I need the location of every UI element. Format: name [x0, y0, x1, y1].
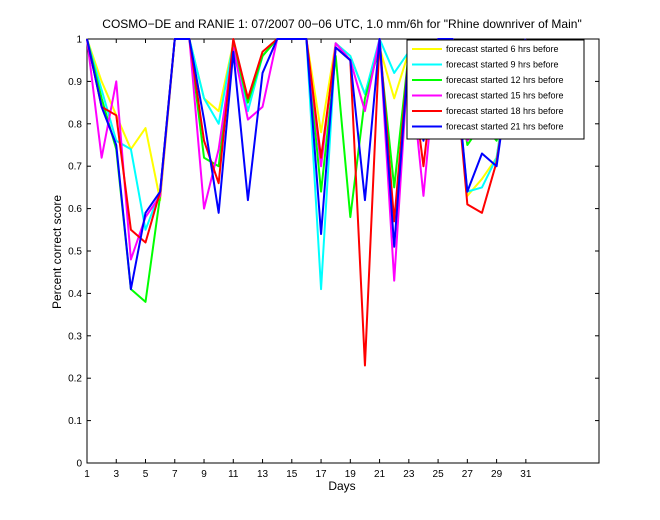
y-tick-label: 0.6 — [68, 204, 82, 215]
x-tick-label: 9 — [201, 469, 207, 480]
y-tick-label: 1 — [76, 35, 82, 46]
y-tick-label: 0.7 — [68, 162, 82, 173]
x-tick-label: 25 — [433, 469, 445, 480]
x-tick-label: 11 — [228, 469, 239, 480]
legend-label: forecast started 15 hrs before — [446, 91, 564, 101]
plot-area: 1 3 5 7 9 11 13 15 17 19 21 23 25 27 29 3100.10.20.30.4… — [68, 35, 600, 480]
x-tick-label: 3 — [113, 469, 119, 480]
legend-box — [406, 39, 585, 140]
y-tick-label: 0.9 — [68, 77, 82, 88]
legend-label: forecast started 21 hrs before — [446, 122, 564, 132]
legend-label: forecast started 18 hrs before — [446, 106, 564, 116]
x-tick-label: 7 — [172, 469, 178, 480]
y-tick-label: 0.4 — [68, 289, 82, 300]
y-tick-label: 0 — [76, 459, 82, 470]
x-tick-label: 23 — [403, 469, 415, 480]
legend-label: forecast started 6 hrs before — [446, 44, 559, 54]
legend-label: forecast started 12 hrs before — [446, 75, 564, 85]
legend-label: forecast started 9 hrs before — [446, 60, 559, 70]
x-tick-label: 15 — [286, 469, 298, 480]
series-line-6 — [86, 38, 527, 291]
y-tick-label: 0.3 — [68, 331, 82, 342]
x-tick-label: 5 — [143, 469, 149, 480]
y-tick-label: 0.5 — [68, 247, 82, 258]
x-tick-label: 21 — [374, 469, 386, 480]
x-axis-label: Days — [328, 479, 355, 493]
chart-title: COSMO−DE and RANIE 1: 07/2007 00−06 UTC,… — [102, 17, 581, 31]
y-tick-label: 0.8 — [68, 119, 82, 130]
y-tick-label: 0.1 — [68, 416, 82, 427]
x-tick-label: 27 — [462, 469, 474, 480]
legend: forecast started 6 hrs before forecast st… — [406, 39, 585, 140]
x-tick-label: 19 — [345, 469, 357, 480]
y-axis-label: Percent correct score — [50, 195, 64, 309]
x-tick-label: 1 — [84, 469, 90, 480]
x-tick-label: 17 — [315, 469, 327, 480]
x-tick-label: 29 — [491, 469, 503, 480]
x-tick-label: 13 — [257, 469, 269, 480]
y-tick-label: 0.2 — [68, 374, 82, 385]
x-tick-label: 31 — [520, 469, 532, 480]
